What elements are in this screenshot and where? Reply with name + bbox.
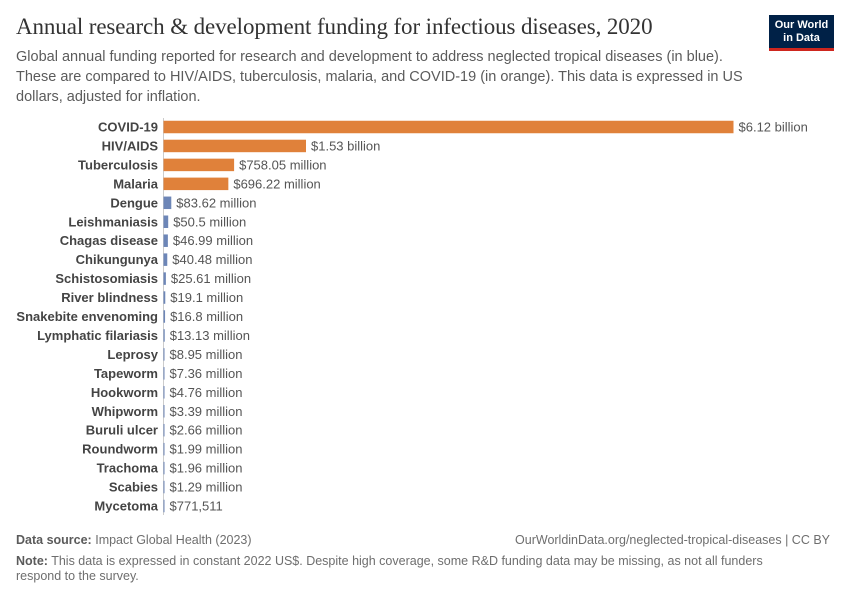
bar[interactable]	[163, 499, 165, 513]
bar[interactable]	[163, 423, 165, 437]
value-label: $696.22 million	[233, 176, 320, 191]
value-label: $1.99 million	[170, 442, 243, 457]
footnote: Note: This data is expressed in constant…	[16, 554, 806, 584]
category-label: HIV/AIDS	[102, 138, 159, 153]
value-label: $40.48 million	[172, 252, 252, 267]
bar[interactable]	[163, 234, 168, 247]
value-label: $1.29 million	[170, 480, 243, 495]
value-label: $83.62 million	[176, 195, 256, 210]
logo-line-2: in Data	[783, 32, 820, 44]
value-label: $758.05 million	[239, 157, 326, 172]
category-label: Whipworm	[92, 404, 158, 419]
value-label: $25.61 million	[171, 271, 251, 286]
bar[interactable]	[163, 405, 165, 418]
data-source-label: Data source:	[16, 533, 92, 547]
bar[interactable]	[163, 272, 166, 285]
bar[interactable]	[163, 329, 165, 342]
category-label: Schistosomiasis	[55, 271, 158, 286]
category-label: Buruli ulcer	[86, 423, 158, 438]
bar[interactable]	[163, 442, 165, 456]
category-label: Dengue	[110, 195, 158, 210]
bar[interactable]	[163, 461, 165, 475]
category-label: Snakebite envenoming	[16, 309, 158, 324]
category-label: Mycetoma	[94, 499, 158, 514]
logo-line-1: Our World	[774, 19, 829, 31]
category-label: Tapeworm	[94, 366, 158, 381]
category-label: Roundworm	[82, 442, 158, 457]
value-label: $3.39 million	[170, 404, 243, 419]
category-label: Scabies	[109, 480, 158, 495]
category-label: Tuberculosis	[78, 157, 158, 172]
value-label: $7.36 million	[170, 366, 243, 381]
note-text: This data is expressed in constant 2022 …	[16, 554, 763, 583]
value-label: $13.13 million	[170, 328, 250, 343]
source-url[interactable]: OurWorldinData.org/neglected-tropical-di…	[515, 533, 830, 547]
bar[interactable]	[163, 177, 229, 191]
chart-title: Annual research & development funding fo…	[16, 14, 653, 39]
category-label: Leprosy	[107, 347, 158, 362]
bar[interactable]	[163, 139, 307, 153]
bar[interactable]	[163, 196, 172, 210]
bar[interactable]	[163, 367, 165, 380]
logo-accent-bar	[769, 48, 834, 51]
category-label: Malaria	[113, 176, 159, 191]
category-label: Hookworm	[91, 385, 158, 400]
category-label: Lymphatic filariasis	[37, 328, 158, 343]
value-label: $1.96 million	[170, 461, 243, 476]
data-source: Data source: Impact Global Health (2023)	[16, 533, 252, 547]
value-label: $16.8 million	[170, 309, 243, 324]
value-label: $8.95 million	[170, 347, 243, 362]
category-label: COVID-19	[98, 120, 158, 135]
value-label: $4.76 million	[170, 385, 243, 400]
value-label: $6.12 billion	[739, 120, 808, 135]
bar[interactable]	[163, 291, 166, 304]
note-label: Note:	[16, 554, 48, 568]
value-label: $1.53 billion	[311, 138, 380, 153]
category-label: Trachoma	[97, 461, 159, 476]
bar[interactable]	[163, 386, 165, 399]
category-label: River blindness	[61, 290, 158, 305]
bar[interactable]	[163, 348, 165, 361]
value-label: $50.5 million	[173, 214, 246, 229]
bar[interactable]	[163, 480, 165, 494]
category-label: Chagas disease	[60, 233, 158, 248]
category-label: Chikungunya	[76, 252, 159, 267]
value-label: $771,511	[170, 499, 223, 514]
bar[interactable]	[163, 253, 168, 266]
value-label: $2.66 million	[170, 423, 243, 438]
bar[interactable]	[163, 310, 166, 323]
data-source-link[interactable]: Impact Global Health (2023)	[95, 533, 252, 547]
chart-subtitle: Global annual funding reported for resea…	[16, 49, 743, 105]
bar[interactable]	[163, 158, 235, 172]
value-label: $46.99 million	[173, 233, 253, 248]
owid-logo[interactable]: Our World in Data	[769, 15, 834, 51]
value-label: $19.1 million	[170, 290, 243, 305]
bar[interactable]	[163, 120, 734, 134]
bar[interactable]	[163, 215, 169, 229]
category-label: Leishmaniasis	[68, 214, 158, 229]
bar-chart: COVID-19 $6.12 billion HIV/AIDS $1.53 billi…	[16, 118, 808, 515]
